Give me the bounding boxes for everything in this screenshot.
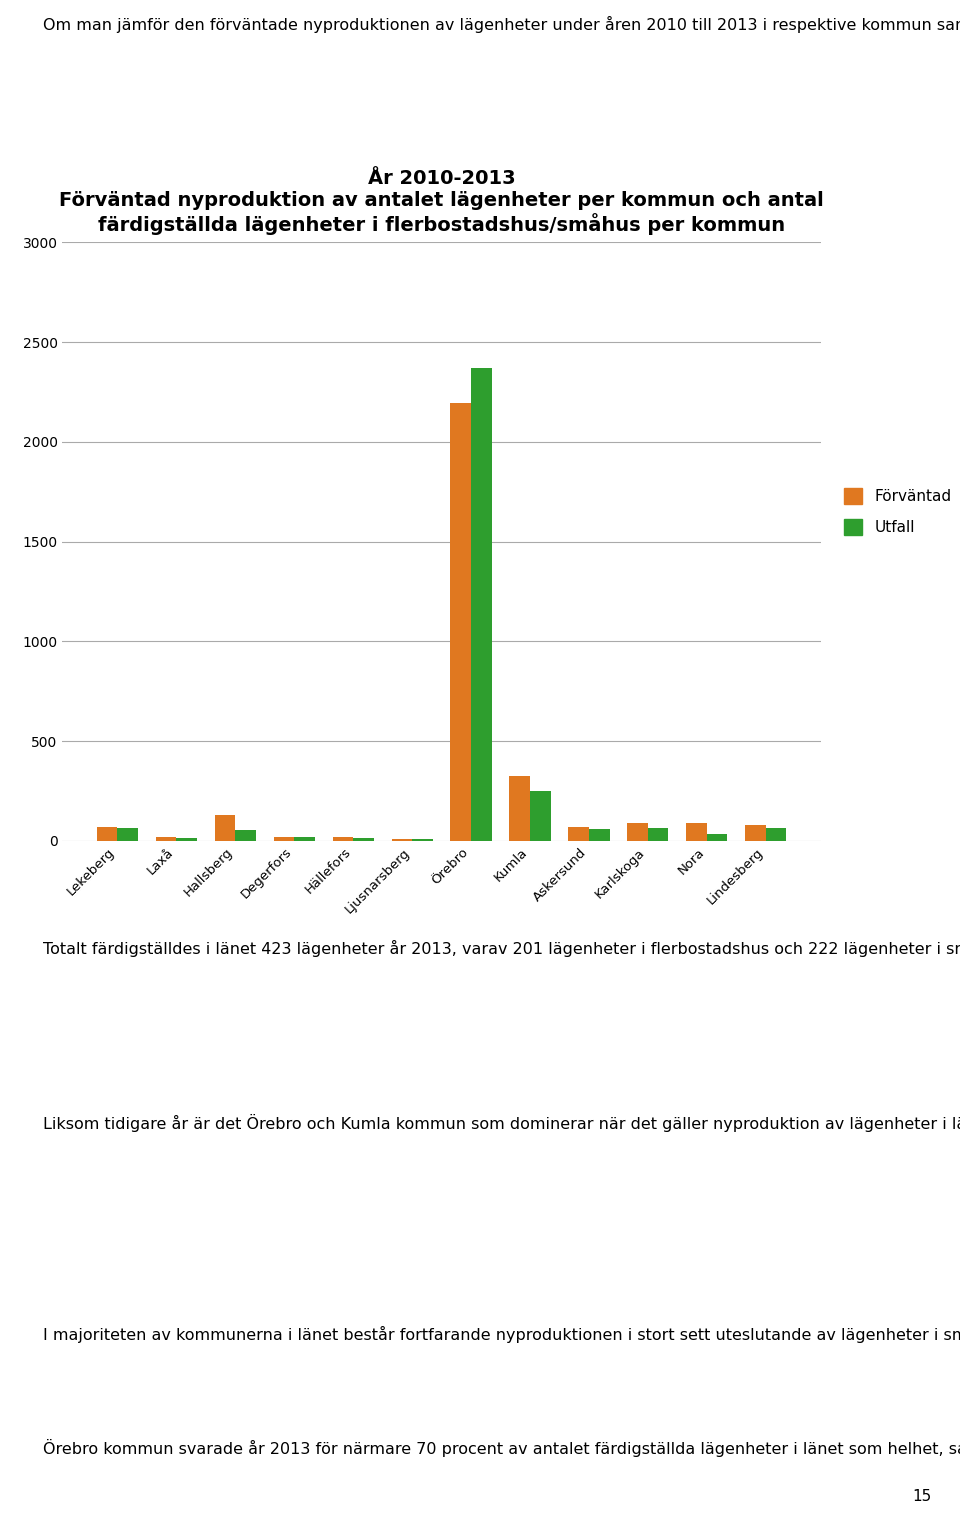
Text: Örebro kommun svarade år 2013 för närmare 70 procent av antalet färdigställda lä: Örebro kommun svarade år 2013 för närmar… <box>43 1439 960 1457</box>
Bar <box>392 839 412 841</box>
Bar <box>450 403 471 841</box>
Bar <box>177 838 197 841</box>
Bar <box>295 836 315 841</box>
Bar <box>707 833 728 841</box>
Bar <box>745 824 766 841</box>
Text: Liksom tidigare år är det Örebro och Kumla kommun som dominerar när det gäller n: Liksom tidigare år är det Örebro och Kum… <box>43 1114 960 1132</box>
Bar <box>627 823 648 841</box>
Bar <box>648 827 668 841</box>
Bar <box>412 839 433 841</box>
Bar <box>332 836 353 841</box>
Bar <box>568 827 588 841</box>
Bar <box>156 836 177 841</box>
Bar <box>588 829 610 841</box>
Bar <box>686 823 707 841</box>
Bar <box>235 830 256 841</box>
Text: I majoriteten av kommunerna i länet består fortfarande nyproduktionen i stort se: I majoriteten av kommunerna i länet best… <box>43 1326 960 1342</box>
Bar <box>97 827 117 841</box>
Bar <box>510 776 530 841</box>
Bar <box>471 368 492 841</box>
Bar <box>353 838 373 841</box>
Bar <box>766 827 786 841</box>
Text: Om man jämför den förväntade nyproduktionen av lägenheter under åren 2010 till 2: Om man jämför den förväntade nyproduktio… <box>43 15 960 33</box>
Legend: Förväntad, Utfall: Förväntad, Utfall <box>836 480 959 542</box>
Bar <box>117 827 138 841</box>
Text: 15: 15 <box>912 1489 931 1503</box>
Bar <box>274 836 295 841</box>
Text: Totalt färdigställdes i länet 423 lägenheter år 2013, varav 201 lägenheter i fle: Totalt färdigställdes i länet 423 lägenh… <box>43 939 960 957</box>
Bar <box>530 791 551 841</box>
Title: År 2010-2013
Förväntad nyproduktion av antalet lägenheter per kommun och antal
f: År 2010-2013 Förväntad nyproduktion av a… <box>60 168 824 235</box>
Bar <box>215 815 235 841</box>
